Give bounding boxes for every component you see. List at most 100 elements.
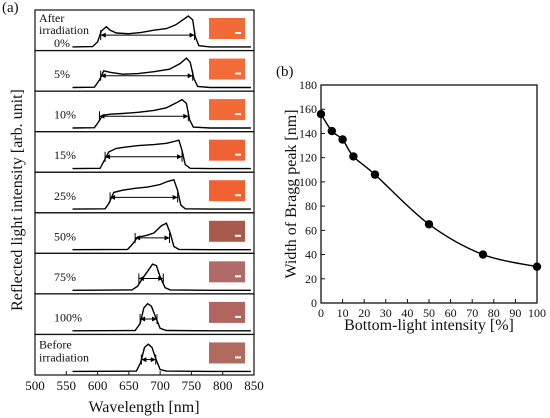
spectrum-curve [72, 263, 251, 291]
panel-a-chart: (a) Afterirradiation0%5%10%15%25%50%75%1… [2, 0, 264, 416]
data-point [532, 262, 542, 271]
strip-label: 75% [54, 270, 76, 284]
arrow-heads [140, 316, 158, 322]
spectrum-strip: 10% [34, 90, 255, 133]
scale-bar [235, 153, 241, 156]
strip-label: Before [39, 337, 72, 351]
y-tick-label: 40 [305, 248, 317, 262]
data-points [316, 109, 542, 271]
y-tick-label: 180 [299, 78, 317, 92]
scale-bar [235, 194, 241, 197]
spectrum-strip: 15% [34, 131, 255, 173]
spectrum-strip: 75% [34, 252, 255, 295]
strip-label: 50% [54, 229, 76, 243]
scale-bar [235, 32, 241, 34]
spectrum-strip: 25% [34, 171, 255, 214]
spectrum-curve [72, 222, 251, 251]
x-tick-label: 80 [488, 306, 500, 320]
x-tick-label: 500 [25, 378, 45, 393]
data-point [370, 170, 380, 179]
scale-bar [235, 72, 241, 75]
spectrum-curve [72, 343, 251, 373]
x-tick-label: 60 [445, 306, 457, 320]
data-point [327, 126, 336, 136]
data-point [338, 135, 347, 144]
x-tick-label: 550 [57, 378, 77, 393]
y-axis-label-b: Width of Bragg peak [nm] [283, 109, 300, 278]
x-axis-ticks: 500 550 600 650 700 750 800 850 [25, 371, 264, 393]
scale-bar [235, 356, 241, 359]
data-point [316, 109, 326, 119]
x-tick-label: 700 [150, 378, 170, 393]
sample-photo [209, 180, 245, 202]
panel-b-label: (b) [276, 64, 294, 80]
scale-bar [235, 234, 241, 237]
x-axis-label-b: Bottom-light intensity [%] [344, 317, 514, 334]
x-tick-label: 750 [182, 378, 202, 393]
y-axis-label: Reflected light intensity [arb. unit] [9, 89, 26, 311]
fit-curve [320, 113, 538, 268]
strip-label: irradiation [39, 23, 89, 37]
x-axis-ticks-b: 0 10 20 30 40 50 60 70 80 90 100 [318, 299, 546, 320]
x-tick-label: 850 [244, 378, 264, 393]
x-tick-label: 20 [358, 306, 370, 320]
x-tick-label: 50 [423, 306, 435, 320]
arrow-heads [138, 275, 164, 281]
strip-label: 5% [54, 67, 70, 81]
sample-photo [209, 58, 245, 80]
x-tick-label: 100 [528, 306, 546, 320]
scale-bar [235, 275, 241, 278]
spectrum-curve [72, 15, 251, 48]
x-tick-label: 10 [337, 306, 349, 320]
strip-label: irradiation [39, 350, 89, 364]
y-tick-label: 0 [311, 296, 317, 310]
strip-label: 100% [54, 310, 82, 324]
scale-bar [235, 113, 241, 116]
spectrum-strip: 5% [34, 49, 255, 92]
x-tick-label: 40 [401, 306, 413, 320]
strip-label: 15% [54, 148, 76, 162]
data-point [478, 250, 488, 259]
arrow-heads [141, 357, 156, 363]
x-tick-label: 650 [119, 378, 139, 393]
sample-photo [209, 99, 245, 121]
y-tick-label: 20 [305, 272, 317, 286]
y-tick-label: 60 [305, 223, 317, 237]
x-axis-label: Wavelength [nm] [88, 399, 199, 416]
y-tick-label: 120 [299, 151, 317, 165]
x-tick-label: 90 [509, 306, 521, 320]
data-point [424, 220, 434, 229]
strip-label: 10% [54, 108, 76, 122]
plot-frame [320, 84, 538, 304]
sample-photo [209, 18, 245, 39]
spectrum-strip: 100% [34, 293, 255, 336]
scale-bar [235, 315, 241, 318]
sample-photo [209, 139, 245, 161]
strip-label: After [39, 11, 64, 25]
x-tick-label: 0 [318, 306, 324, 320]
x-tick-label: 70 [466, 306, 478, 320]
spectrum-strip: 50% [34, 212, 255, 254]
y-tick-label: 80 [305, 199, 317, 213]
y-axis-ticks: 0 20 40 60 80 100 120 140 160 180 [299, 78, 325, 310]
spectrum-curve [72, 302, 251, 332]
x-tick-label: 30 [380, 306, 392, 320]
panel-b-chart: (b) 0 20 40 60 80 100 120 140 160 180 0 10 20 30 40 50… [276, 64, 546, 334]
sample-photo [209, 261, 245, 283]
data-point [349, 152, 358, 161]
y-tick-label: 160 [299, 102, 317, 116]
x-tick-label: 800 [213, 378, 233, 393]
y-tick-label: 100 [299, 175, 317, 189]
sample-photo [209, 220, 245, 242]
y-tick-label: 140 [299, 126, 317, 140]
panel-a-label: (a) [2, 0, 19, 16]
strip-label: 0% [54, 36, 70, 50]
strip-label: 25% [54, 189, 76, 203]
x-tick-label: 600 [88, 378, 108, 393]
sample-photo [209, 342, 245, 364]
strip-frame [34, 333, 255, 376]
spectrum-curve [72, 98, 251, 129]
